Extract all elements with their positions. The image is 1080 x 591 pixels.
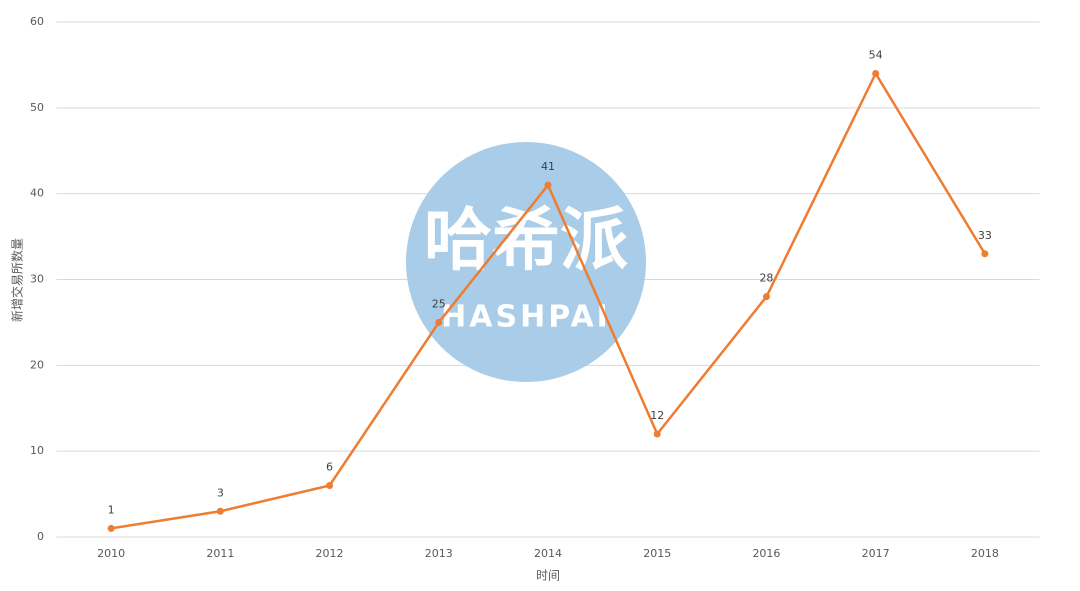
point xyxy=(653,430,661,438)
point xyxy=(435,318,443,326)
watermark: 哈希派 HASHPAI xyxy=(406,142,646,382)
x-tick-label: 2018 xyxy=(971,547,999,560)
data-label: 28 xyxy=(759,272,773,285)
x-tick-label: 2015 xyxy=(643,547,671,560)
y-tick-label: 40 xyxy=(30,187,44,200)
y-tick-label: 0 xyxy=(37,530,44,543)
data-label: 33 xyxy=(978,229,992,242)
watermark-subtext: HASHPAI xyxy=(441,300,611,335)
y-tick-label: 10 xyxy=(30,444,44,457)
data-label: 25 xyxy=(432,297,446,310)
x-tick-label: 2013 xyxy=(425,547,453,560)
y-tick-label: 60 xyxy=(30,15,44,28)
point xyxy=(107,524,115,532)
x-tick-label: 2012 xyxy=(316,547,344,560)
watermark-circle xyxy=(406,142,646,382)
y-axis-title: 新增交易所数量 xyxy=(10,238,25,322)
x-tick-label: 2010 xyxy=(97,547,125,560)
point xyxy=(872,70,880,77)
point xyxy=(216,507,224,515)
data-label: 12 xyxy=(650,409,664,422)
y-tick-label: 20 xyxy=(30,358,44,371)
data-label: 54 xyxy=(869,49,883,62)
x-tick-label: 2017 xyxy=(862,547,890,560)
y-tick-label: 50 xyxy=(30,101,44,114)
point xyxy=(544,181,552,189)
data-label: 41 xyxy=(541,160,555,173)
x-axis-title: 时间 xyxy=(536,569,560,583)
y-tick-label: 30 xyxy=(30,273,44,286)
x-tick-label: 2014 xyxy=(534,547,562,560)
point xyxy=(326,482,334,489)
x-tick-label: 2016 xyxy=(752,547,780,560)
point xyxy=(762,293,770,301)
point xyxy=(981,250,989,258)
x-tick-label: 2011 xyxy=(206,547,234,560)
data-label: 3 xyxy=(217,486,224,499)
data-label: 6 xyxy=(326,461,333,474)
data-label: 1 xyxy=(108,503,115,516)
